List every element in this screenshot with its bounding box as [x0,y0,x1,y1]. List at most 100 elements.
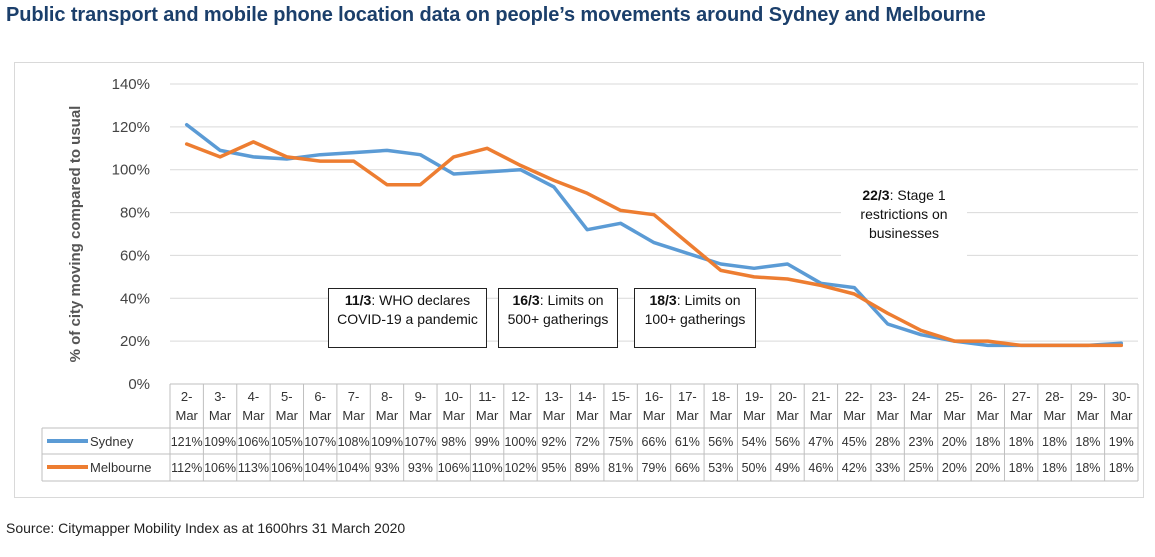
legend-label-melbourne: Melbourne [90,460,151,475]
data-label: 18% [1009,461,1034,475]
x-tick-label: 24- [912,389,931,404]
x-tick-label: Mar [743,408,766,423]
series-line-melbourne [184,140,1124,348]
y-tick-label: 140% [112,76,150,93]
x-tick-label: Mar [209,408,232,423]
x-tick-label: 17- [678,389,697,404]
data-label: 42% [842,461,867,475]
x-tick-label: Mar [1010,408,1033,423]
x-tick-label: 6- [314,389,326,404]
data-label: 56% [775,435,800,449]
x-tick-label: Mar [676,408,699,423]
data-label: 105% [271,435,303,449]
data-label: 66% [641,435,666,449]
data-label: 18% [1042,435,1067,449]
x-tick-label: Mar [509,408,532,423]
annotation-text: : Stage 1 [889,187,946,203]
x-tick-label: 11- [478,389,496,404]
data-label: 104% [304,461,336,475]
annotation-text: : Limits on [676,292,741,308]
x-tick-label: 14- [578,389,597,404]
data-label: 99% [475,435,500,449]
x-tick-label: Mar [476,408,499,423]
data-label: 106% [204,461,236,475]
data-label: 33% [875,461,900,475]
annotation-text: restrictions on [860,206,948,222]
annotation-100-gatherings: 18/3: Limits on 100+ gatherings [634,288,756,348]
x-tick-label: 20- [778,389,797,404]
data-label: 110% [472,461,503,475]
x-tick-label: 16- [645,389,664,404]
x-tick-label: 29- [1079,389,1098,404]
data-label: 107% [404,435,436,449]
x-tick-label: 21- [811,389,830,404]
data-label: 54% [742,435,767,449]
data-label: 100% [504,435,536,449]
annotation-text: businesses [868,225,940,241]
x-tick-label: Mar [1110,408,1133,423]
data-label: 20% [942,461,967,475]
data-label: 18% [975,435,1000,449]
data-label: 93% [374,461,399,475]
data-label: 49% [775,461,800,475]
data-label: 50% [742,461,767,475]
y-tick-label: 100% [112,162,150,179]
data-label: 108% [338,435,370,449]
data-label: 28% [875,435,900,449]
x-tick-label: 7- [348,389,360,404]
data-label: 72% [575,435,600,449]
x-tick-label: Mar [710,408,733,423]
y-tick-label: 80% [120,205,150,222]
annotation-date: 18/3 [649,292,677,308]
x-tick-label: Mar [309,408,332,423]
annotation-text: : WHO declares [371,292,471,308]
data-label: 79% [641,461,666,475]
data-label: 46% [808,461,833,475]
x-tick-label: 10- [444,389,463,404]
x-tick-label: Mar [443,408,466,423]
annotation-who-pandemic: 11/3: WHO declares COVID-19 a pandemic [328,288,487,348]
data-label: 93% [408,461,433,475]
chart-title: Public transport and mobile phone locati… [6,4,986,26]
x-tick-label: 9- [415,389,427,404]
x-tick-label: 27- [1012,389,1031,404]
x-tick-label: Mar [943,408,966,423]
x-tick-label: Mar [910,408,933,423]
data-label: 18% [1042,461,1067,475]
x-tick-label: 3- [214,389,226,404]
annotation-stage1-restrictions: 22/3: Stage 1 restrictions on businesses [841,182,967,256]
data-label: 56% [708,435,733,449]
annotation-500-gatherings: 16/3: Limits on 500+ gatherings [498,288,618,348]
x-tick-label: Mar [776,408,799,423]
x-tick-label: 30- [1112,389,1131,404]
x-tick-label: Mar [876,408,899,423]
data-label: 102% [504,461,536,475]
x-tick-label: 12- [511,389,530,404]
x-tick-label: 13- [544,389,563,404]
data-label: 25% [909,461,934,475]
data-label: 109% [204,435,236,449]
data-label: 106% [237,435,269,449]
data-label: 113% [238,461,269,475]
x-tick-label: 19- [745,389,764,404]
annotation-text: COVID-19 a pandemic [337,311,478,327]
x-tick-label: 8- [381,389,393,404]
annotation-date: 16/3 [512,292,540,308]
x-tick-label: Mar [1077,408,1100,423]
data-label: 95% [541,461,566,475]
data-label: 19% [1109,435,1134,449]
data-label: 112% [171,461,202,475]
data-label: 109% [371,435,403,449]
data-label: 47% [808,435,833,449]
y-axis-label: % of city moving compared to usual [67,106,84,363]
x-tick-label: 23- [878,389,897,404]
x-tick-label: 5- [281,389,293,404]
x-tick-label: Mar [376,408,399,423]
x-tick-label: 26- [978,389,997,404]
x-tick-label: 2- [181,389,193,404]
x-tick-label: Mar [409,408,432,423]
x-tick-label: 15- [611,389,630,404]
x-tick-label: 22- [845,389,864,404]
data-label: 89% [575,461,600,475]
